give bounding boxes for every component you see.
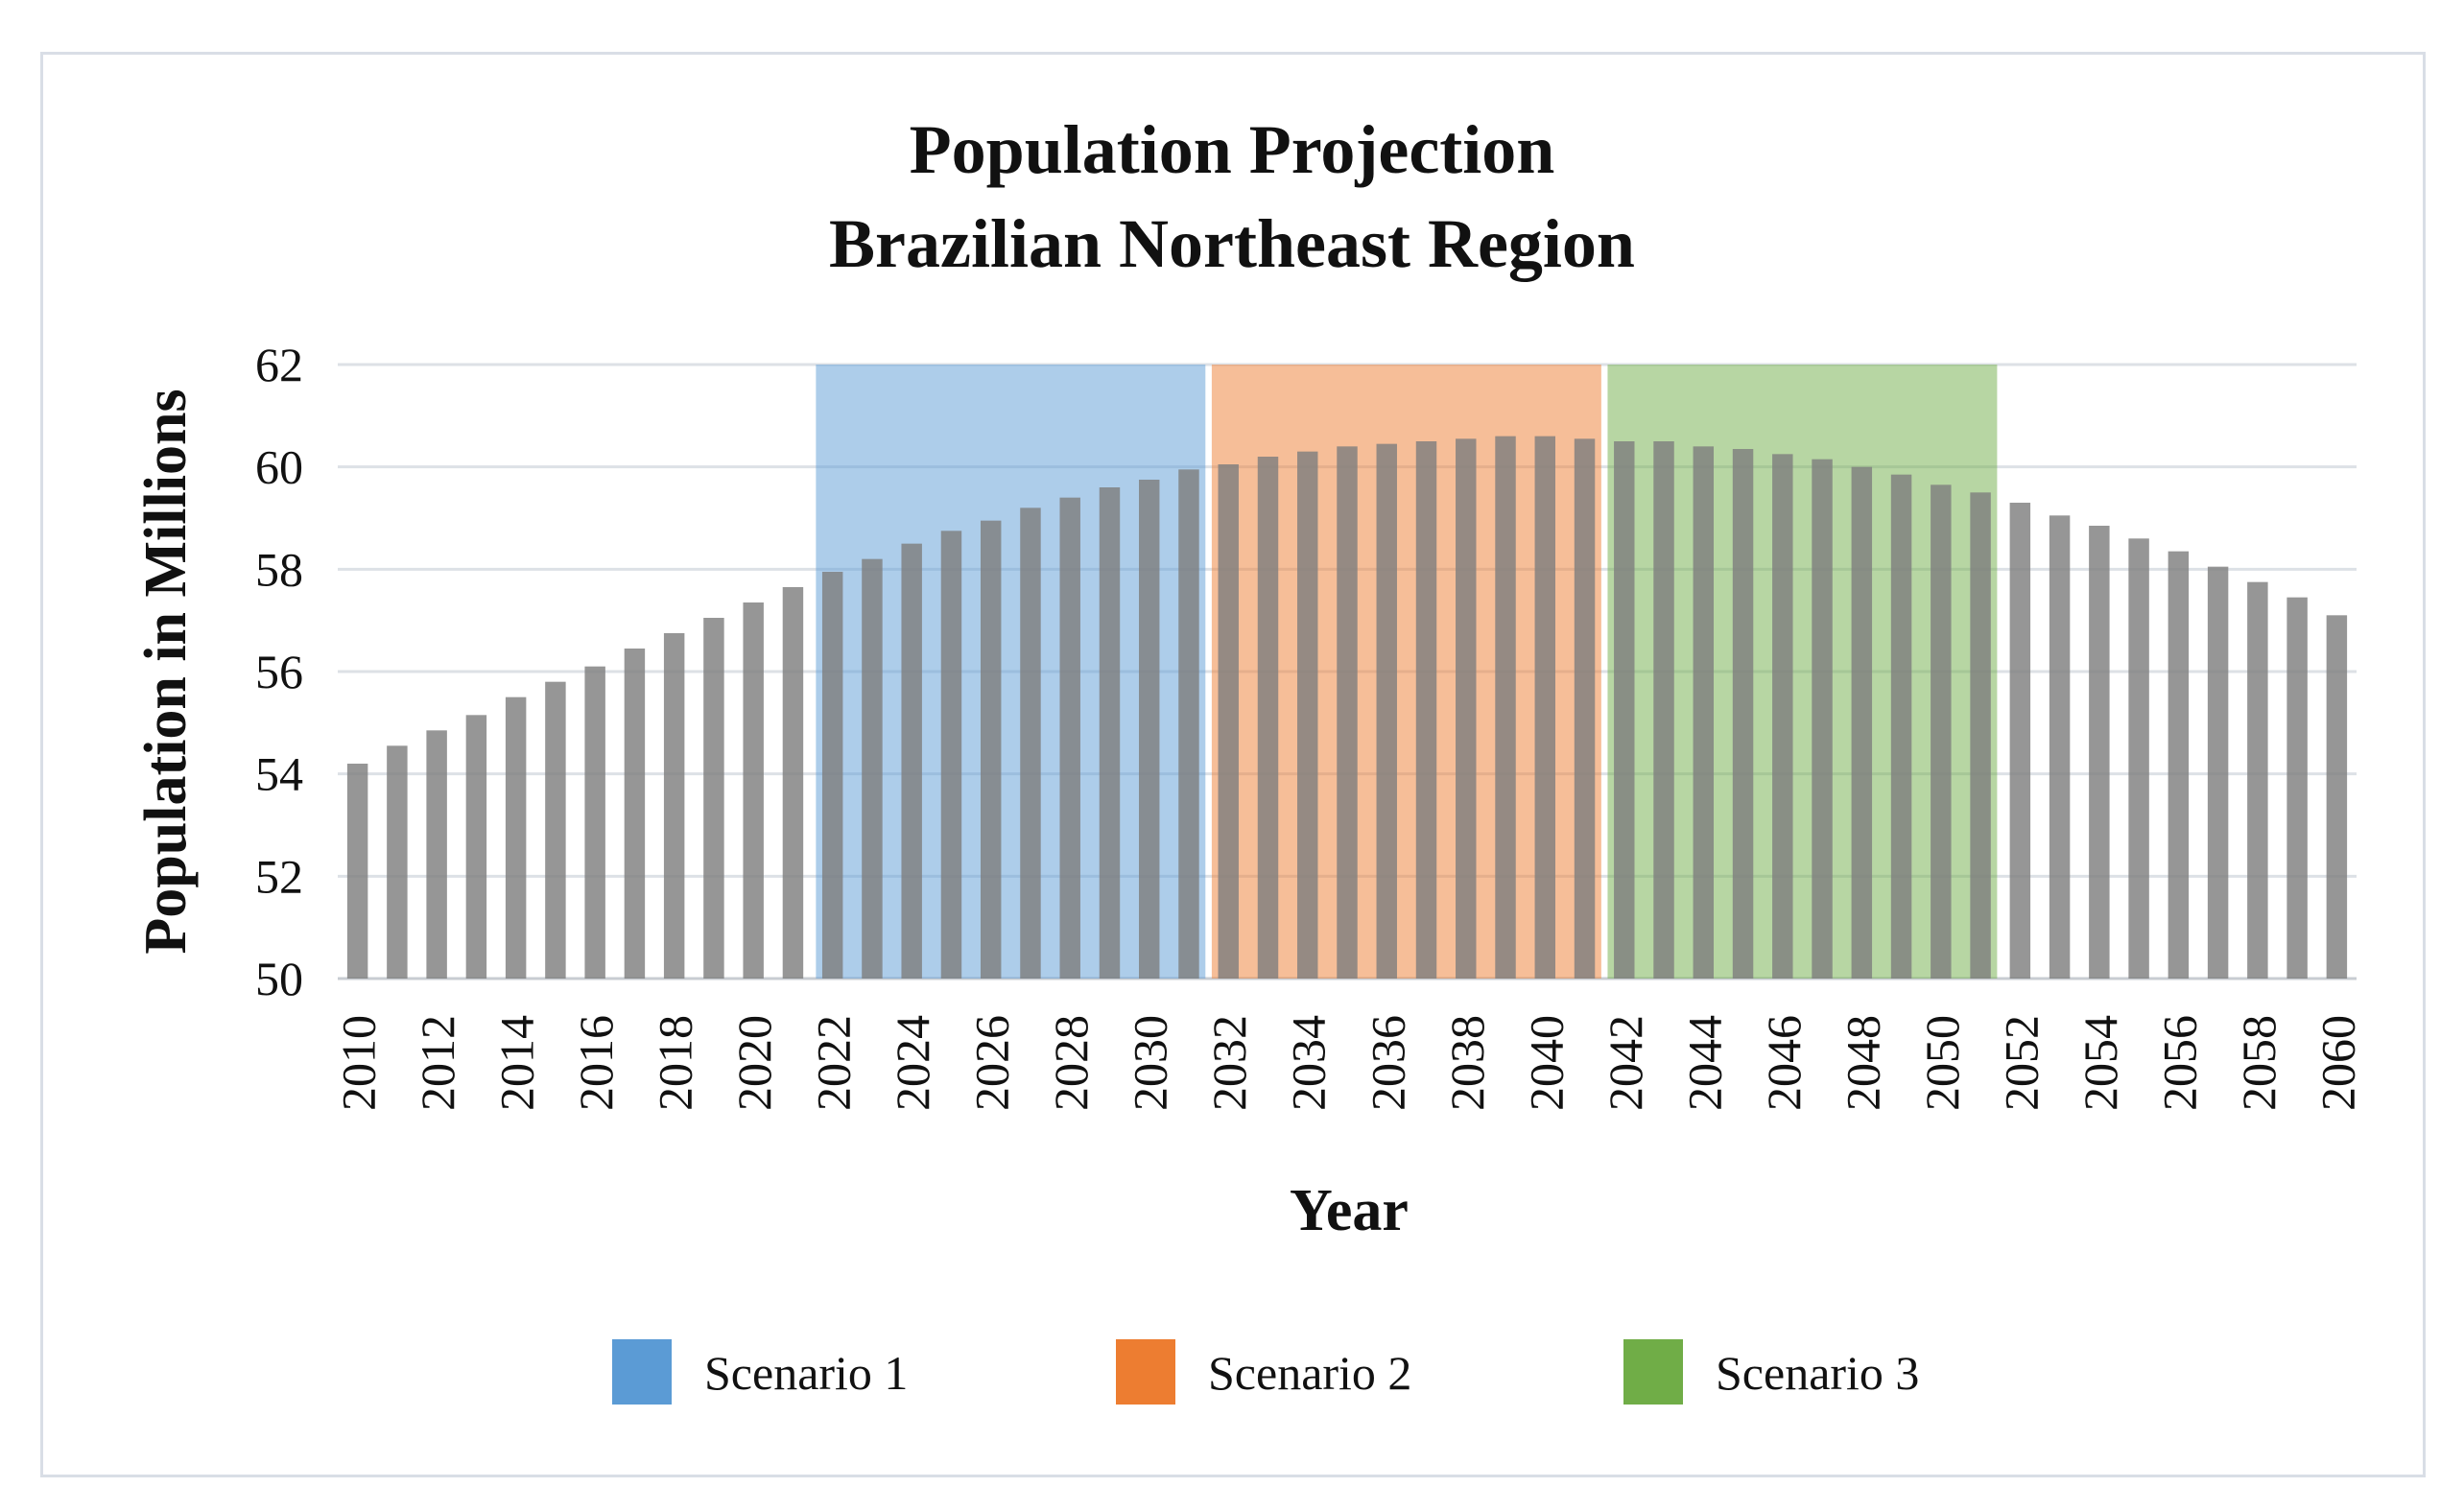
x-tick-label: 2044 <box>1677 1015 1731 1111</box>
x-tick-label: 2058 <box>2232 1015 2286 1111</box>
bar-2022 <box>821 572 843 979</box>
bar-2045 <box>1732 449 1754 979</box>
bar-2046 <box>1772 454 1793 979</box>
bar-2042 <box>1614 441 1635 979</box>
x-tick-label: 2022 <box>807 1015 861 1111</box>
bar-2057 <box>2207 566 2229 979</box>
bar-2051 <box>1970 492 1991 979</box>
bars <box>346 436 2348 980</box>
bar-2056 <box>2168 551 2190 979</box>
y-tick-label: 56 <box>255 645 303 698</box>
y-tick-label: 54 <box>255 747 303 801</box>
x-tick-label: 2060 <box>2310 1015 2364 1111</box>
x-tick-label: 2016 <box>569 1015 623 1111</box>
bar-2058 <box>2247 581 2268 979</box>
bar-2021 <box>782 587 804 979</box>
x-tick-label: 2014 <box>490 1015 544 1111</box>
x-tick-label: 2026 <box>965 1015 1019 1111</box>
bar-2047 <box>1812 459 1833 980</box>
bar-2059 <box>2286 597 2308 979</box>
bar-2011 <box>387 745 408 979</box>
x-tick-label: 2042 <box>1599 1015 1652 1111</box>
bar-2048 <box>1851 466 1873 980</box>
y-tick-label: 50 <box>255 952 303 1005</box>
bar-2043 <box>1653 441 1674 979</box>
legend-label-1: Scenario 1 <box>704 1346 908 1400</box>
x-tick-label: 2032 <box>1202 1015 1256 1111</box>
bar-2026 <box>980 520 1002 979</box>
bar-2012 <box>426 730 447 979</box>
bar-2028 <box>1059 497 1080 979</box>
chart-title-line-1: Population Projection <box>910 111 1555 188</box>
bar-2019 <box>703 618 724 979</box>
bar-2010 <box>346 764 368 979</box>
bar-2031 <box>1178 469 1199 979</box>
x-tick-label: 2018 <box>649 1015 702 1111</box>
bar-2033 <box>1257 457 1279 979</box>
bar-2013 <box>465 715 487 979</box>
bar-2054 <box>2089 526 2110 979</box>
bar-2025 <box>940 531 962 979</box>
bar-2024 <box>901 543 922 979</box>
bar-2052 <box>2009 503 2031 979</box>
bar-2029 <box>1099 487 1121 979</box>
bar-2040 <box>1534 436 1556 980</box>
y-tick-label: 62 <box>255 338 303 391</box>
bar-2053 <box>2049 515 2071 979</box>
bar-2037 <box>1415 441 1437 979</box>
x-tick-label: 2034 <box>1282 1015 1336 1111</box>
x-tick-label: 2050 <box>1915 1015 1969 1111</box>
bar-2060 <box>2326 615 2348 979</box>
x-tick-label: 2048 <box>1836 1015 1889 1111</box>
bar-2036 <box>1376 443 1397 980</box>
bar-2034 <box>1297 451 1318 980</box>
x-tick-label: 2036 <box>1361 1015 1414 1111</box>
bar-2035 <box>1337 446 1358 979</box>
x-tick-label: 2056 <box>2152 1015 2206 1111</box>
chart-title-line-2: Brazilian Northeast Region <box>829 205 1635 282</box>
x-tick-label: 2030 <box>1124 1015 1177 1111</box>
bar-2044 <box>1693 446 1715 979</box>
bar-2027 <box>1020 508 1041 979</box>
bar-2055 <box>2128 538 2149 979</box>
y-axis-title: Population in Millions <box>133 389 199 954</box>
bar-2016 <box>584 666 605 979</box>
legend-label-3: Scenario 3 <box>1716 1346 1919 1400</box>
y-tick-labels: 50 52 54 56 58 60 62 <box>255 338 303 1005</box>
bar-2018 <box>663 633 685 979</box>
y-tick-label: 60 <box>255 440 303 494</box>
bar-2041 <box>1574 438 1596 979</box>
x-tick-label: 2028 <box>1044 1015 1098 1111</box>
legend-swatch-3 <box>1623 1339 1683 1405</box>
bar-2049 <box>1890 474 1912 980</box>
bar-2038 <box>1456 438 1477 979</box>
y-tick-label: 58 <box>255 542 303 596</box>
x-tick-label: 2054 <box>2073 1015 2127 1111</box>
x-tick-label: 2012 <box>411 1015 464 1111</box>
x-tick-label: 2052 <box>1994 1015 2048 1111</box>
x-tick-labels: 2010 2012 2014 2016 2018 2020 2022 2024 2026 2028… <box>332 1015 2365 1111</box>
bar-2020 <box>743 602 764 979</box>
bar-2030 <box>1138 480 1160 979</box>
x-axis-title: Year <box>1290 1178 1409 1243</box>
legend-swatch-1 <box>612 1339 672 1405</box>
bar-2039 <box>1495 436 1516 980</box>
x-tick-label: 2038 <box>1440 1015 1494 1111</box>
bar-2023 <box>862 558 883 979</box>
x-tick-label: 2040 <box>1519 1015 1573 1111</box>
x-tick-label: 2024 <box>886 1015 939 1111</box>
x-tick-label: 2020 <box>727 1015 781 1111</box>
x-tick-label: 2010 <box>332 1015 386 1111</box>
legend-swatch-2 <box>1116 1339 1175 1405</box>
bar-2014 <box>505 696 527 979</box>
y-tick-label: 52 <box>255 849 303 903</box>
legend: Scenario 1 Scenario 2 Scenario 3 <box>612 1339 1919 1405</box>
bar-2017 <box>624 649 646 979</box>
bar-2050 <box>1931 484 1952 979</box>
x-tick-label: 2046 <box>1757 1015 1811 1111</box>
bar-2015 <box>545 681 566 979</box>
bar-2032 <box>1218 464 1239 979</box>
legend-label-2: Scenario 2 <box>1208 1346 1411 1400</box>
